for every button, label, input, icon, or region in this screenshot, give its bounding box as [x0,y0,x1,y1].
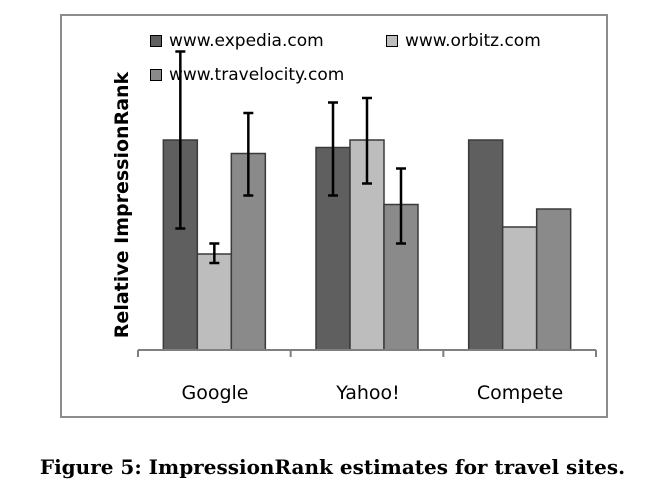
bar-orbitz-compete [501,226,538,351]
bar-expedia-compete [467,139,504,351]
legend-item-travelocity: www.travelocity.com [150,65,344,85]
category-label-compete: Compete [476,382,564,404]
legend-label-expedia: www.expedia.com [169,31,324,51]
category-label-yahoo: Yahoo! [336,382,400,404]
figure-caption: Figure 5: ImpressionRank estimates for t… [39,455,626,479]
legend-item-expedia: www.expedia.com [150,31,324,51]
bar-travelocity-compete [535,208,572,351]
legend-label-orbitz: www.orbitz.com [405,31,541,51]
category-label-google: Google [181,382,249,404]
bar-orbitz-google [196,253,233,351]
y-axis-title: Relative ImpressionRank [111,71,133,339]
legend-swatch-orbitz [386,35,398,47]
legend-item-orbitz: www.orbitz.com [386,31,541,51]
legend-label-travelocity: www.travelocity.com [169,65,345,85]
legend-swatch-travelocity [150,69,162,81]
legend-swatch-expedia [150,35,162,47]
